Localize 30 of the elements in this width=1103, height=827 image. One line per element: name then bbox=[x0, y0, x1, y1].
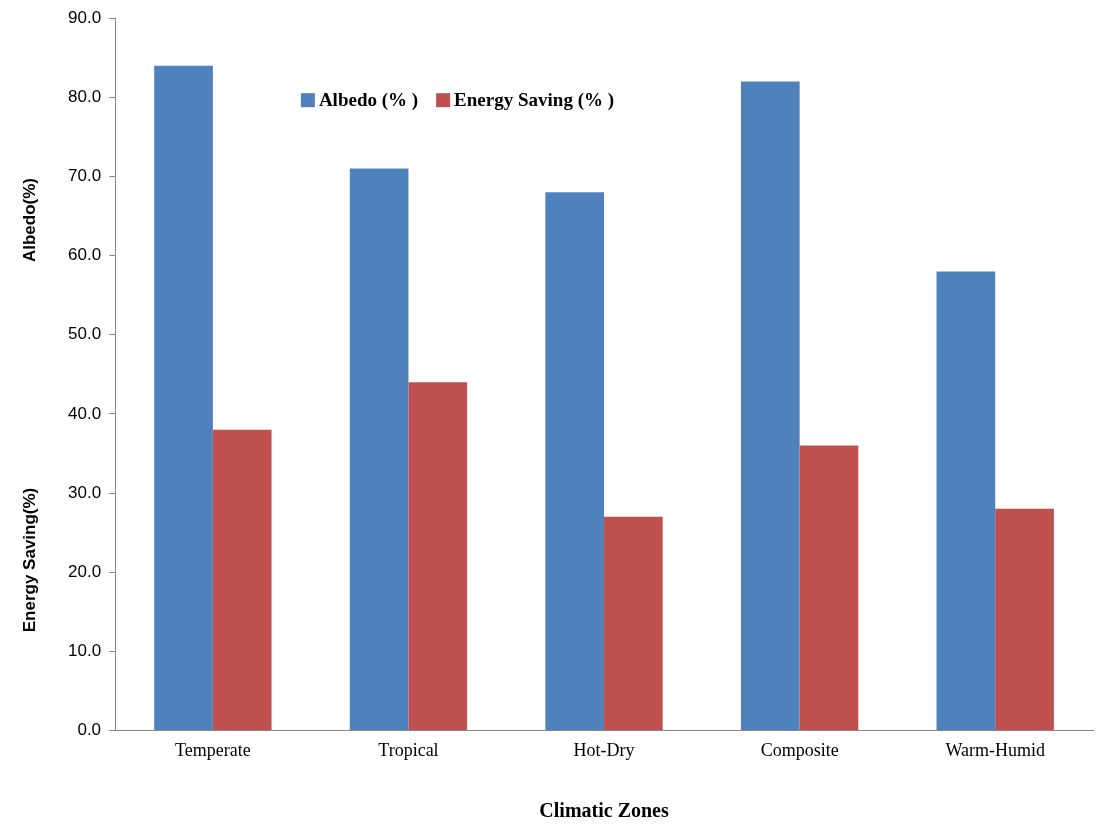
y-tick-label: 10.0 bbox=[67, 640, 102, 660]
legend-label: Energy Saving (% ) bbox=[454, 89, 615, 112]
y-tick-label: 80.0 bbox=[67, 87, 102, 107]
y-tick-label: 30.0 bbox=[67, 482, 102, 502]
bar bbox=[799, 445, 859, 730]
bar bbox=[740, 81, 800, 730]
y-tick-label: 20.0 bbox=[67, 561, 102, 581]
x-axis-title: Climatic Zones bbox=[539, 799, 669, 822]
y-axis-title: Albedo(%) bbox=[19, 177, 39, 263]
y-tick-label: 60.0 bbox=[67, 245, 102, 265]
bar bbox=[936, 271, 996, 730]
y-tick-label: 40.0 bbox=[67, 403, 102, 423]
bar bbox=[995, 508, 1054, 730]
x-tick-label: Temperate bbox=[175, 739, 251, 760]
x-tick-label: Composite bbox=[760, 739, 839, 760]
y-tick-label: 90.0 bbox=[67, 7, 102, 27]
x-tick-label: Warm-Humid bbox=[945, 739, 1045, 760]
bar bbox=[349, 168, 409, 730]
x-tick-label: Hot-Dry bbox=[573, 739, 635, 760]
bar bbox=[545, 192, 605, 730]
y-tick-label: 50.0 bbox=[67, 324, 102, 344]
bar bbox=[408, 382, 468, 730]
bar bbox=[604, 516, 663, 730]
text: Energy Saving(%) bbox=[19, 487, 39, 633]
x-tick-label: Tropical bbox=[378, 739, 439, 760]
legend-label: Albedo (% ) bbox=[318, 89, 419, 112]
bar bbox=[212, 429, 272, 730]
y-tick-label: 70.0 bbox=[67, 166, 102, 186]
y-tick-label: 0.0 bbox=[77, 720, 102, 740]
bar bbox=[154, 65, 213, 730]
